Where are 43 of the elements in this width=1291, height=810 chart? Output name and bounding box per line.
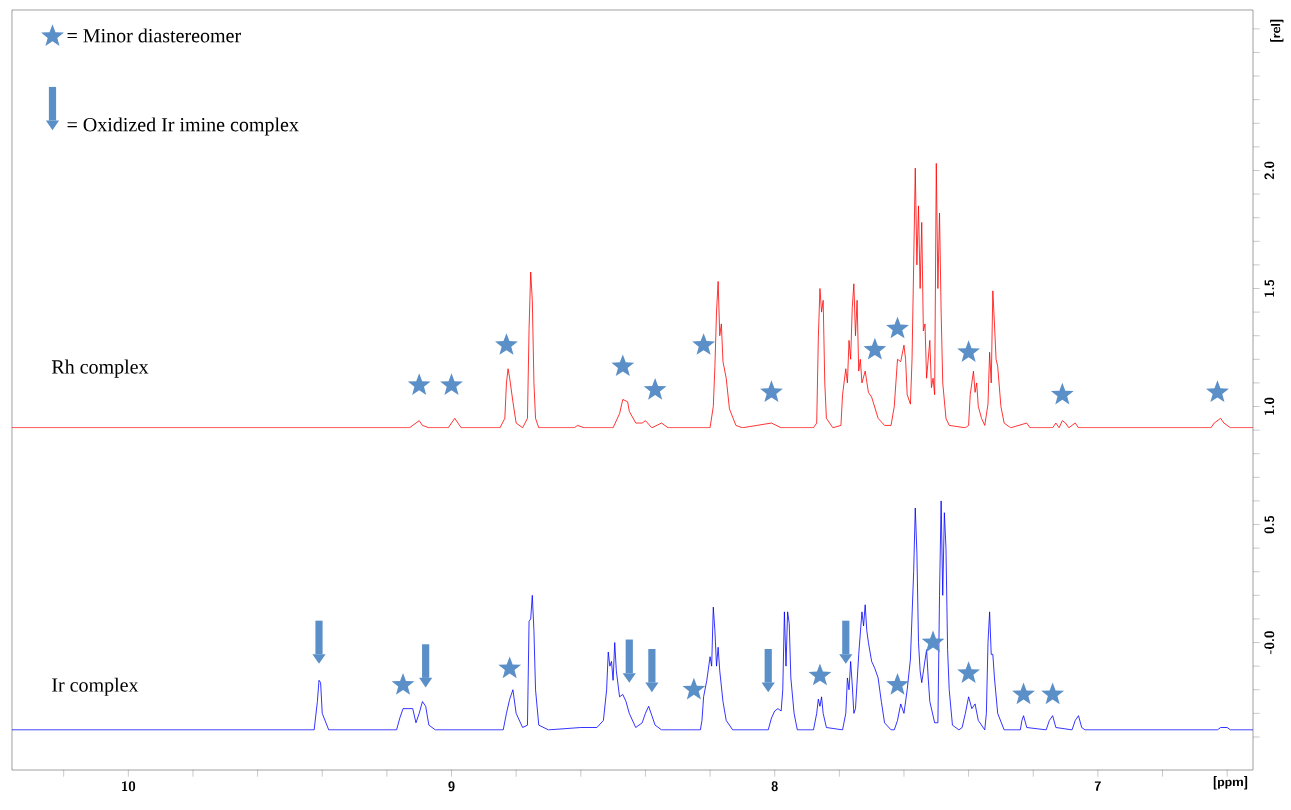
point xyxy=(643,378,667,400)
point xyxy=(1012,682,1035,705)
x-tick-label: 9 xyxy=(448,781,455,792)
point xyxy=(957,340,981,362)
y-tick-label: 0.5 xyxy=(1264,515,1275,534)
y-tick-label: 1.0 xyxy=(1264,397,1275,415)
point xyxy=(645,682,659,693)
legend-label: = Oxidized Ir imine complex xyxy=(67,117,299,136)
point xyxy=(921,630,945,653)
point xyxy=(407,373,431,395)
y-tick-label: -0.0 xyxy=(1264,631,1275,655)
point xyxy=(312,654,326,664)
point xyxy=(419,677,433,688)
point xyxy=(622,673,636,683)
point xyxy=(957,661,981,683)
point xyxy=(495,333,518,355)
point xyxy=(391,673,415,695)
legend-label: = Minor diastereomer xyxy=(67,28,241,43)
point xyxy=(498,656,522,679)
y-axis-title: [rel] xyxy=(1270,19,1284,42)
point xyxy=(440,373,463,395)
x-tick-label: 7 xyxy=(1094,781,1101,791)
point xyxy=(611,354,635,377)
point xyxy=(1050,382,1074,405)
point xyxy=(886,316,909,339)
point xyxy=(692,333,716,355)
y-tick-label: 2.0 xyxy=(1264,161,1275,180)
line-series xyxy=(11,163,1253,429)
point xyxy=(863,337,887,360)
x-tick-label: 10 xyxy=(122,781,136,792)
point xyxy=(682,677,706,700)
y-tick-label: 1.5 xyxy=(1264,279,1275,297)
x-axis-title: [ppm] xyxy=(1213,776,1248,790)
point xyxy=(1206,380,1229,403)
x-tick-label: 8 xyxy=(771,781,778,792)
point xyxy=(760,380,783,403)
point xyxy=(839,654,853,664)
point xyxy=(1041,682,1065,705)
text: Rh complex xyxy=(51,359,149,378)
point xyxy=(886,673,909,695)
point xyxy=(808,663,832,686)
point xyxy=(761,682,775,693)
series-label: Ir complex xyxy=(52,677,139,696)
